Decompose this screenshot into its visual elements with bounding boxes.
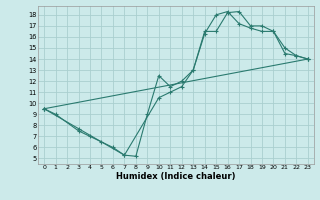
X-axis label: Humidex (Indice chaleur): Humidex (Indice chaleur) xyxy=(116,172,236,181)
